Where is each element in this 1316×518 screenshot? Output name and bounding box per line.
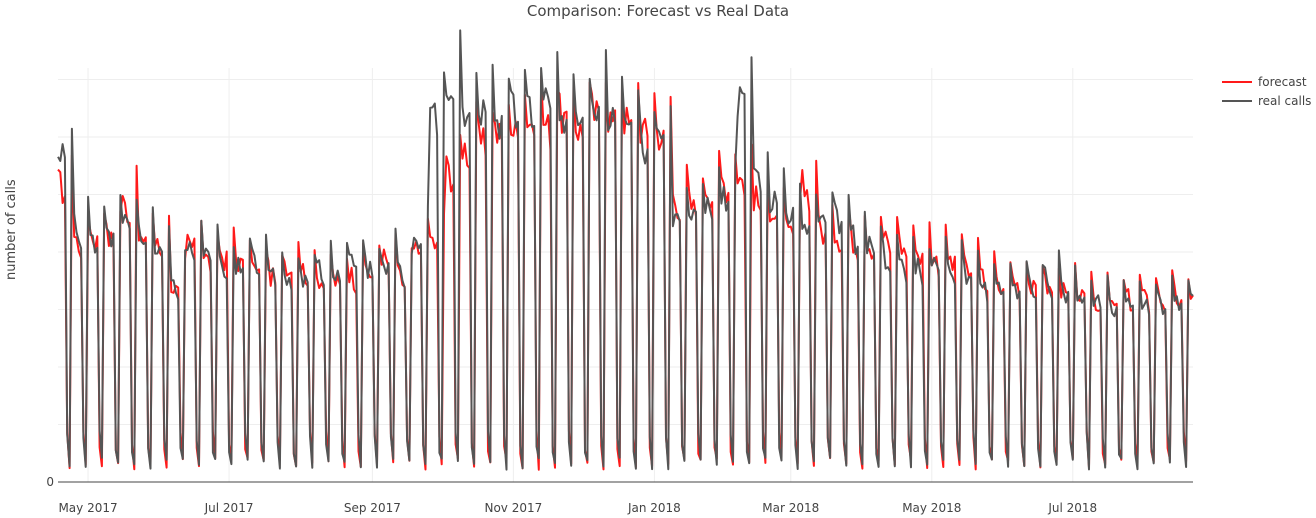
series-line-real-calls [57,29,1194,471]
y-tick-label: 0 [46,475,54,489]
forecast-swatch [1222,80,1252,83]
x-tick-label: Mar 2018 [762,501,819,515]
legend-item-forecast[interactable]: forecast [1222,72,1311,91]
legend-label-forecast: forecast [1258,74,1307,89]
legend-item-real-calls[interactable]: real calls [1222,91,1311,110]
chart-title: Comparison: Forecast vs Real Data [526,2,790,20]
x-tick-label: Sep 2017 [344,501,401,515]
legend[interactable]: forecast real calls [1222,72,1311,110]
legend-label-real-calls: real calls [1258,93,1312,108]
x-tick-label: Jul 2017 [204,501,254,515]
x-tick-label: Jan 2018 [627,501,681,515]
real-calls-swatch [1222,99,1252,102]
x-tick-label: Jul 2018 [1047,501,1097,515]
x-tick-label: May 2017 [58,501,117,515]
x-tick-label: Nov 2017 [484,501,542,515]
x-tick-label: May 2018 [902,501,961,515]
